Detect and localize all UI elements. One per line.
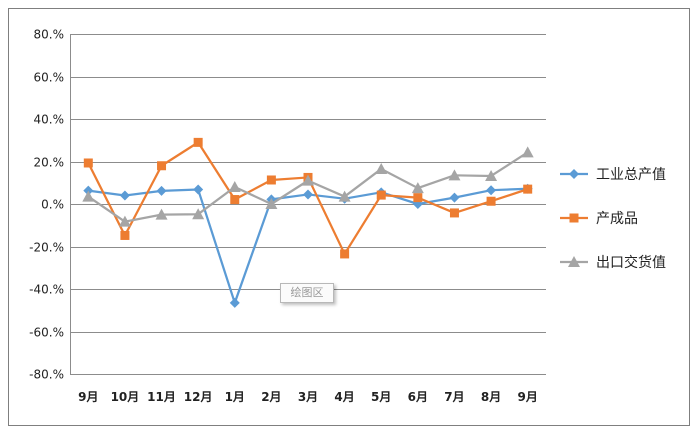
x-tick-label: 1月	[225, 390, 245, 404]
x-tick-label: 7月	[444, 390, 464, 404]
x-axis-tick-labels: 9月 10月 11月 12月 1月 2月 3月 4月 5月 6月 7月 8月 9月	[78, 390, 538, 404]
legend-item: 出口交货值	[560, 254, 666, 271]
diamond-marker	[486, 185, 497, 196]
square-marker	[120, 230, 130, 240]
y-tick-label: -20.%	[29, 241, 64, 255]
square-marker	[413, 193, 423, 203]
x-tick-label: 2月	[261, 390, 281, 404]
series-lines	[82, 137, 534, 308]
square-marker	[340, 249, 350, 259]
triangle-marker	[411, 182, 424, 194]
x-tick-label: 11月	[147, 390, 176, 404]
y-tick-label: -60.%	[29, 326, 64, 340]
triangle-marker	[265, 198, 278, 209]
diamond-marker	[229, 297, 240, 308]
y-tick-label: 80.%	[34, 28, 65, 42]
diamond-marker	[569, 169, 579, 179]
x-tick-label: 8月	[481, 390, 501, 404]
square-marker	[193, 137, 203, 147]
diamond-marker	[193, 184, 204, 195]
diamond-marker	[119, 190, 130, 201]
diamond-marker	[156, 185, 167, 196]
y-tick-label: 60.%	[34, 71, 65, 85]
legend-label: 产成品	[596, 211, 638, 227]
y-tick-label: -80.%	[29, 368, 64, 382]
square-marker	[569, 213, 579, 223]
triangle-marker	[302, 174, 314, 186]
x-tick-label: 6月	[408, 390, 428, 404]
square-marker	[486, 196, 496, 206]
x-tick-label: 4月	[334, 390, 354, 404]
triangle-marker	[118, 215, 131, 227]
triangle-marker	[192, 208, 205, 220]
x-tick-label: 9月	[78, 390, 98, 404]
square-marker	[157, 161, 167, 171]
x-tick-label: 12月	[184, 390, 213, 404]
legend-label: 工业总产值	[596, 167, 666, 183]
triangle-marker	[338, 190, 351, 202]
legend-item: 产成品	[560, 211, 638, 227]
square-marker	[83, 158, 93, 168]
square-marker	[230, 195, 240, 205]
y-tick-label: 0.%	[41, 198, 64, 212]
x-tick-label: 3月	[298, 390, 318, 404]
triangle-marker	[448, 169, 461, 181]
legend-item: 工业总产值	[560, 167, 666, 183]
triangle-marker	[568, 256, 580, 267]
triangle-marker	[485, 169, 498, 181]
diamond-marker	[449, 192, 460, 203]
diamond-marker	[303, 189, 313, 200]
x-tick-label: 9月	[518, 390, 538, 404]
square-marker	[376, 190, 386, 200]
legend-label: 出口交货值	[596, 254, 666, 271]
gridlines	[70, 34, 546, 375]
y-axis-tick-labels: 80.% 60.% 40.% 20.% 0.% -20.% -40.% -60.% -80.%	[29, 28, 64, 382]
x-tick-label: 5月	[371, 390, 391, 404]
y-tick-label: -40.%	[29, 283, 64, 297]
plot-area-tooltip: 绘图区	[280, 283, 334, 303]
x-tick-label: 10月	[111, 390, 140, 404]
square-marker	[523, 184, 533, 194]
triangle-marker	[155, 208, 168, 220]
series-triangle	[82, 146, 534, 227]
triangle-marker	[228, 181, 241, 192]
triangle-marker	[521, 146, 534, 158]
square-marker	[266, 175, 276, 185]
triangle-marker	[375, 162, 388, 174]
y-tick-label: 40.%	[34, 113, 65, 127]
y-tick-label: 20.%	[34, 156, 65, 170]
square-marker	[449, 208, 459, 218]
triangle-marker	[82, 190, 95, 202]
